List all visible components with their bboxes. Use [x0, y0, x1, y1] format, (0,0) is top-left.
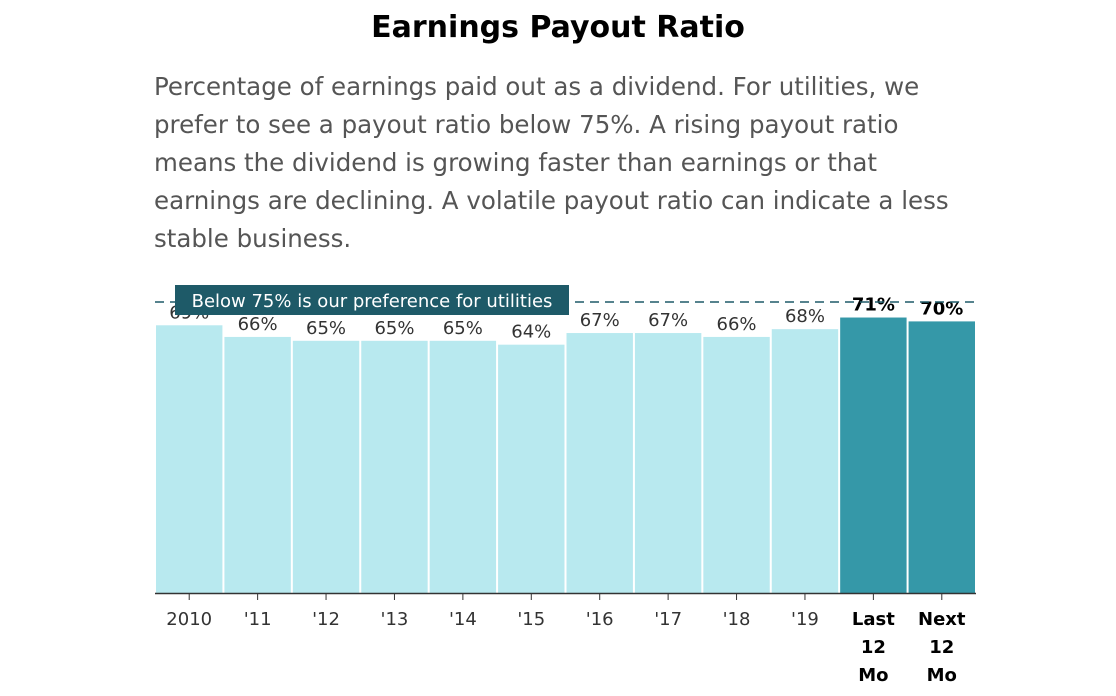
bar-value-label-9: 68% [785, 306, 825, 327]
bar-value-label-11: 70% [920, 298, 963, 319]
bar-11 [908, 321, 975, 593]
bar-value-label-7: 67% [648, 310, 688, 331]
bar-value-label-1: 66% [238, 314, 278, 335]
bar-value-label-2: 65% [306, 318, 346, 339]
x-tick-label-5: '15 [517, 609, 545, 630]
bars-layer: 69%66%65%65%65%64%67%67%66%68%71%70% [156, 295, 975, 593]
x-axis: 2010 '11 '12 '13 '14 '15 '16 '17 '18 '19 Last 12 Mo N… [155, 592, 976, 686]
bar-3 [361, 340, 428, 593]
x-tick-label-8: '18 [723, 609, 751, 630]
bar-4 [429, 340, 497, 593]
reference-label-box [175, 285, 569, 315]
bar-9 [771, 329, 839, 593]
chart-title: Earnings Payout Ratio [371, 10, 745, 45]
x-tick-label-11: Next 12 Mo [918, 609, 966, 686]
bar-2 [292, 340, 360, 593]
x-tick-label-10: Last 12 Mo [852, 609, 895, 686]
chart-description: Percentage of earnings paid out as a div… [154, 72, 949, 253]
bar-value-label-5: 64% [511, 322, 551, 343]
reference-layer: Below 75% is our preference for utilitie… [155, 285, 976, 315]
reference-label: Below 75% is our preference for utilitie… [192, 291, 553, 312]
x-tick-label-7: '17 [654, 609, 682, 630]
bar-8 [703, 336, 770, 593]
bar-value-label-10: 71% [852, 295, 895, 316]
bar-1 [224, 336, 291, 593]
x-tick-label-3: '13 [381, 609, 409, 630]
bar-5 [498, 344, 565, 593]
x-tick-label-2: '12 [312, 609, 340, 630]
bar-value-label-8: 66% [717, 314, 757, 335]
bar-6 [566, 333, 633, 593]
x-tick-label-4: '14 [449, 609, 477, 630]
bar-value-label-4: 65% [443, 318, 483, 339]
x-tick-label-9: '19 [791, 609, 819, 630]
x-tick-label-1: '11 [244, 609, 272, 630]
x-tick-label-6: '16 [586, 609, 614, 630]
x-tick-label-0: 2010 [166, 609, 212, 630]
bar-0 [156, 325, 223, 593]
bar-10 [840, 317, 907, 593]
bar-7 [634, 333, 702, 593]
bar-value-label-3: 65% [374, 318, 414, 339]
bar-value-label-6: 67% [580, 310, 620, 331]
